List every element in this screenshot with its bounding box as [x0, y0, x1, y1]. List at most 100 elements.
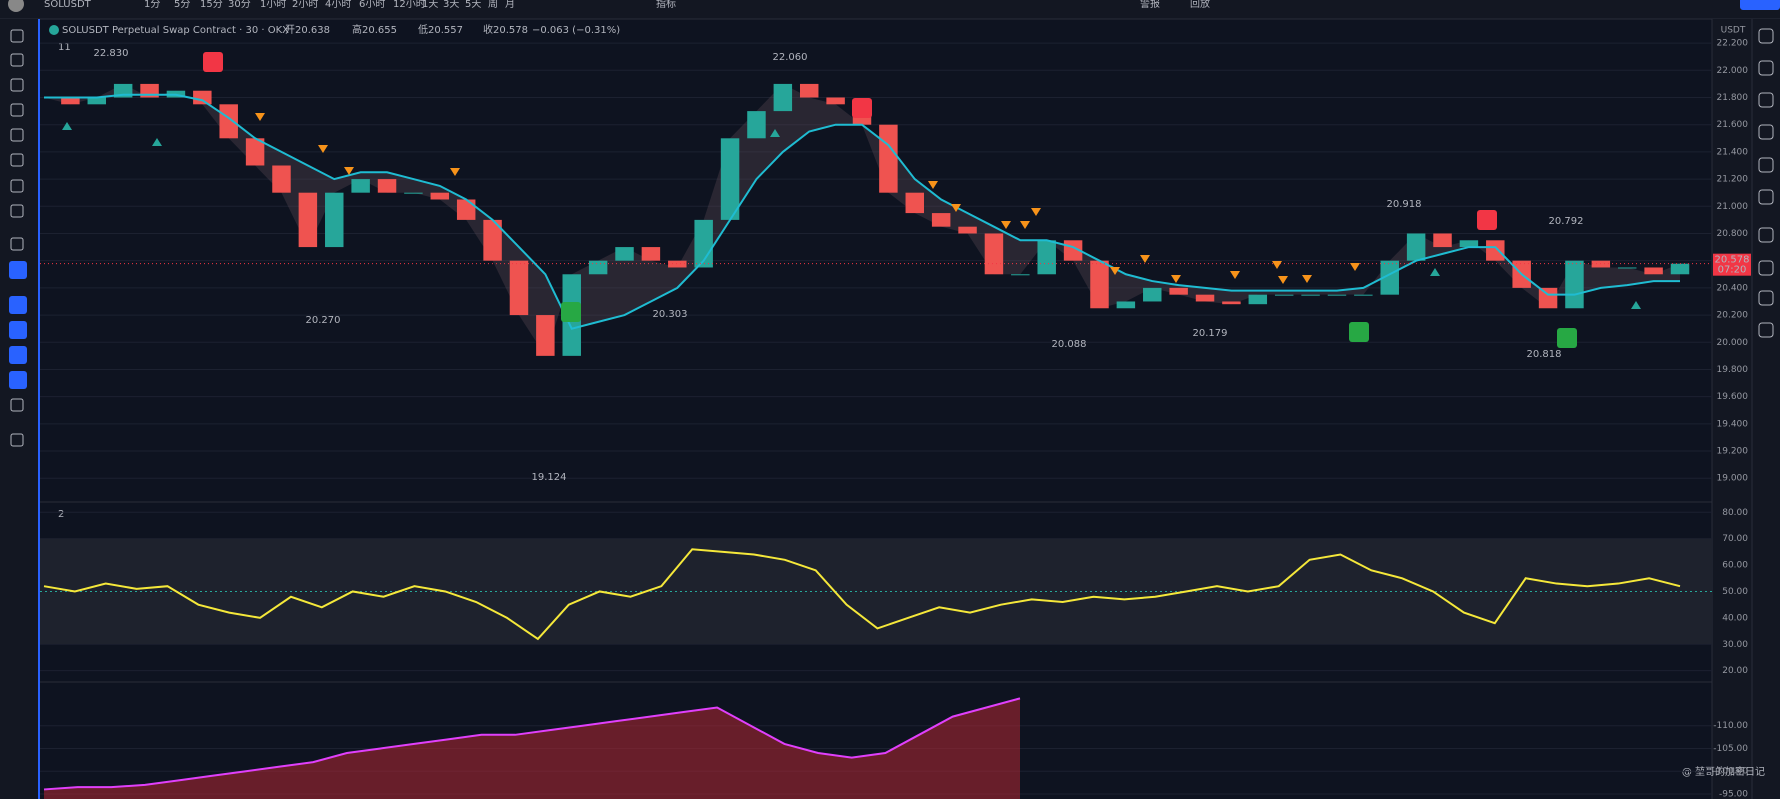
y-tick-label: 21.600 — [1717, 120, 1749, 130]
y-tick-label: 40.00 — [1722, 613, 1748, 623]
tool-icon[interactable] — [10, 103, 24, 117]
tool-icon[interactable] — [10, 53, 24, 67]
candle — [1459, 240, 1479, 248]
ohlc-low: 20.557 — [428, 25, 463, 36]
sell-signal — [1477, 210, 1497, 230]
short-marker — [1110, 267, 1120, 275]
candle — [1090, 260, 1109, 309]
tool-icon[interactable] — [9, 296, 27, 314]
timeframe[interactable]: 30分 — [228, 0, 251, 10]
price-annotation: 20.918 — [1387, 199, 1422, 210]
candle — [1354, 294, 1373, 296]
y-tick-label: 19.800 — [1717, 365, 1749, 375]
timeframe[interactable]: 4小时 — [325, 0, 351, 10]
sidebar-icon[interactable] — [1758, 28, 1774, 44]
publish-button[interactable] — [1740, 0, 1780, 10]
candle — [456, 199, 476, 220]
y-tick-label: 70.00 — [1722, 534, 1748, 544]
candle — [1169, 287, 1188, 295]
ohlc-low-label: 低 — [418, 23, 428, 36]
y-tick-label: 19.600 — [1717, 392, 1749, 402]
sidebar-icon[interactable] — [1758, 260, 1774, 276]
rsi-line — [43, 548, 1681, 641]
timeframe[interactable]: 5分 — [174, 0, 190, 10]
tool-icon[interactable] — [10, 204, 24, 218]
timeframe[interactable]: 1天 — [422, 0, 438, 10]
avatar[interactable] — [8, 0, 24, 12]
short-marker — [450, 168, 460, 176]
y-tick-label: 60.00 — [1722, 561, 1748, 571]
candle — [1644, 267, 1663, 275]
tool-icon[interactable] — [10, 237, 24, 251]
currency-label: USDT — [1721, 26, 1746, 36]
right-panel — [1712, 19, 1780, 799]
sidebar-icon[interactable] — [1758, 60, 1774, 76]
y-tick-label: 20.00 — [1722, 666, 1748, 676]
tool-icon[interactable] — [9, 321, 27, 339]
tool-icon[interactable] — [10, 398, 24, 412]
sidebar-icon[interactable] — [1758, 124, 1774, 140]
timeframe[interactable]: 2小时 — [292, 0, 318, 10]
candle — [1433, 233, 1452, 248]
timeframe[interactable]: 1分 — [144, 0, 160, 10]
timeframe[interactable]: 6小时 — [359, 0, 385, 10]
sidebar-icon[interactable] — [1758, 290, 1774, 306]
ohlc-change: −0.063 (−0.31%) — [532, 25, 620, 36]
y-tick-label: -110.00 — [1713, 721, 1748, 731]
sidebar-icon[interactable] — [1758, 322, 1774, 338]
timeframe[interactable]: 周 — [488, 0, 498, 10]
y-tick-label: -105.00 — [1713, 744, 1748, 754]
ohlc-high: 20.655 — [362, 25, 397, 36]
price-annotation: 20.792 — [1549, 216, 1584, 227]
indicators-button[interactable]: 指标 — [656, 0, 676, 10]
last-price-box — [1713, 253, 1751, 276]
timeframe[interactable]: 3天 — [443, 0, 459, 10]
candle — [1143, 287, 1162, 302]
tool-icon[interactable] — [10, 153, 24, 167]
candle — [641, 247, 661, 261]
tool-icon[interactable] — [10, 433, 24, 447]
ohlc-close: 20.578 — [493, 25, 528, 36]
candle — [61, 97, 80, 105]
y-tick-label: 30.00 — [1722, 640, 1748, 650]
candle — [1565, 260, 1584, 309]
sidebar-icon[interactable] — [1758, 157, 1774, 173]
sidebar-icon[interactable] — [1758, 92, 1774, 108]
timeframe[interactable]: 月 — [505, 0, 515, 10]
sidebar-icon[interactable] — [1758, 227, 1774, 243]
candle — [1327, 294, 1347, 296]
y-tick-label: 20.400 — [1717, 283, 1749, 293]
sidebar-icon[interactable] — [1758, 189, 1774, 205]
tool-icon[interactable] — [9, 371, 27, 389]
tool-icon[interactable] — [10, 179, 24, 193]
timeframe[interactable]: 15分 — [200, 0, 223, 10]
timeframe[interactable]: 12小时 — [393, 0, 426, 10]
tool-icon[interactable] — [10, 29, 24, 43]
y-tick-label: 50.00 — [1722, 587, 1748, 597]
tool-icon[interactable] — [9, 346, 27, 364]
short-marker — [318, 145, 328, 153]
candle — [1222, 301, 1241, 305]
last-price-label: 20.578 — [1715, 255, 1750, 266]
symbol[interactable]: SOLUSDT — [44, 0, 92, 10]
tool-icon[interactable] — [10, 128, 24, 142]
tool-icon[interactable] — [10, 78, 24, 92]
alert-button[interactable]: 警报 — [1140, 0, 1160, 10]
candle — [588, 260, 608, 275]
short-marker — [1020, 221, 1030, 229]
price-annotation: 20.179 — [1193, 328, 1228, 339]
candle — [1037, 240, 1056, 275]
replay-button[interactable]: 回放 — [1190, 0, 1210, 10]
y-tick-label: 20.800 — [1717, 229, 1749, 239]
y-tick-label: 22.000 — [1717, 66, 1749, 76]
short-marker — [1302, 275, 1312, 283]
tool-icon[interactable] — [9, 261, 27, 279]
candle — [1195, 294, 1215, 302]
price-annotation: 20.818 — [1527, 349, 1562, 360]
timeframe[interactable]: 1小时 — [260, 0, 286, 10]
candle — [879, 124, 898, 193]
timeframe[interactable]: 5天 — [465, 0, 481, 10]
price-annotation: 19.124 — [532, 472, 567, 483]
short-marker — [1171, 275, 1181, 283]
